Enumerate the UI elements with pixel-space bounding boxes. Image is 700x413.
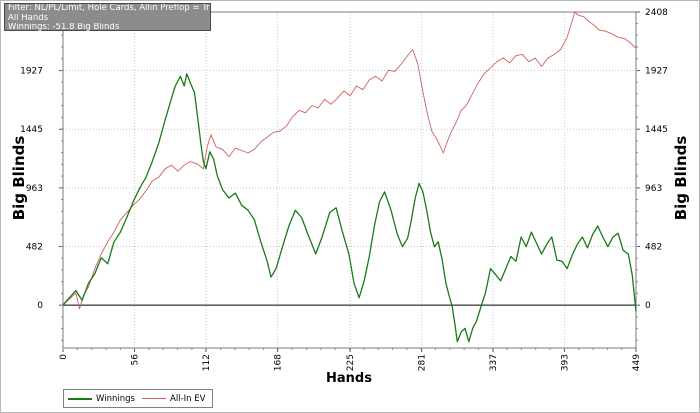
x-tick-label: 337	[489, 354, 499, 371]
series-line-winnings	[62, 73, 637, 343]
x-tick-label: 281	[418, 354, 428, 371]
legend-swatch-winnings	[68, 397, 92, 400]
winnings-text: Winnings: -51.8 Big Blinds	[8, 23, 120, 32]
legend-swatch-allin-ev	[142, 398, 166, 399]
y-tick-label-left: 482	[26, 242, 43, 252]
legend: Winnings All-In EV	[63, 389, 213, 408]
y-tick-label-right: 0	[645, 301, 651, 311]
x-tick-label: 225	[346, 354, 356, 371]
tick-label-layer: 0048248296396314451445192719272408240805…	[20, 8, 668, 371]
y-tick-label-left: 1445	[20, 125, 43, 135]
x-tick-label: 449	[632, 354, 642, 371]
y-tick-label-left: 1927	[20, 67, 43, 77]
y-tick-label-right: 482	[645, 242, 662, 252]
series-line-all-in-ev	[62, 11, 637, 310]
grid-layer	[62, 11, 637, 348]
y-tick-label-right: 1445	[645, 125, 668, 135]
y-tick-label-right: 1927	[645, 67, 668, 77]
filter-text: Filter: NL/PL/Limit, Hole Cards, Allin P…	[8, 4, 210, 13]
x-tick-label: 393	[561, 354, 571, 371]
x-axis-title: Hands	[326, 371, 372, 386]
plot-area-border	[62, 11, 637, 349]
y-tick-label-left: 0	[37, 301, 43, 311]
series-layer	[62, 11, 637, 343]
filter-info-box: Filter: NL/PL/Limit, Hole Cards, Allin P…	[4, 3, 211, 32]
x-tick-label: 112	[202, 354, 212, 371]
y-tick-label-right: 2408	[645, 8, 668, 18]
legend-item-winnings: Winnings	[68, 393, 135, 404]
hands-text: All Hands	[8, 13, 49, 23]
legend-item-allin-ev: All-In EV	[142, 393, 205, 404]
y-tick-label-left: 963	[26, 184, 43, 194]
legend-label-winnings: Winnings	[96, 393, 135, 404]
legend-label-allin-ev: All-In EV	[170, 393, 206, 404]
y-tick-label-right: 963	[645, 184, 662, 194]
y-axis-title-right: Big Blinds	[672, 136, 690, 221]
y-axis-title-left: Big Blinds	[10, 136, 28, 221]
x-tick-label: 56	[130, 354, 140, 366]
x-tick-label: 0	[59, 354, 69, 360]
x-tick-label: 168	[273, 354, 283, 371]
axis-layer	[59, 11, 640, 352]
